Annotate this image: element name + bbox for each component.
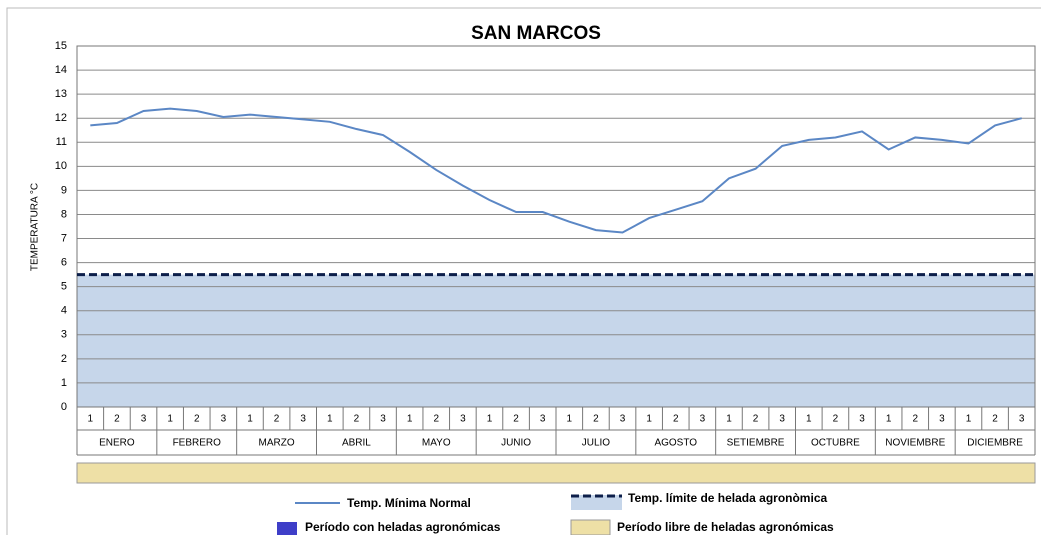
month-label: JULIO [582, 438, 611, 449]
month-label: OCTUBRE [811, 438, 860, 449]
y-axis-label: TEMPERATURA °C [30, 183, 41, 271]
x-tick-label: 1 [407, 414, 413, 425]
x-tick-label: 1 [726, 414, 732, 425]
month-label: AGOSTO [654, 438, 697, 449]
x-tick-label: 2 [354, 414, 360, 425]
x-tick-label: 2 [274, 414, 280, 425]
x-tick-label: 1 [327, 414, 333, 425]
y-tick-label: 13 [55, 88, 67, 100]
x-tick-label: 1 [966, 414, 972, 425]
x-tick-label: 1 [167, 414, 173, 425]
month-label: ENERO [99, 438, 135, 449]
x-tick-label: 2 [433, 414, 439, 425]
y-tick-label: 7 [61, 232, 67, 244]
month-label: ABRIL [342, 438, 371, 449]
legend-label: Período libre de heladas agronómicas [617, 520, 834, 534]
month-label: FEBRERO [173, 438, 222, 449]
legend-swatch [570, 519, 611, 535]
y-tick-label: 0 [61, 401, 67, 413]
x-tick-label: 3 [300, 414, 306, 425]
x-tick-label: 1 [886, 414, 892, 425]
x-tick-label: 3 [540, 414, 546, 425]
free-period-bar [76, 462, 1036, 484]
x-tick-label: 1 [487, 414, 493, 425]
y-tick-label: 15 [55, 40, 67, 52]
y-tick-label: 1 [61, 377, 67, 389]
chart-title: SAN MARCOS [471, 23, 601, 44]
x-tick-label: 1 [806, 414, 812, 425]
x-tick-label: 3 [380, 414, 386, 425]
x-tick-label: 3 [779, 414, 785, 425]
y-tick-label: 6 [61, 257, 67, 269]
x-tick-label: 3 [141, 414, 147, 425]
y-tick-label: 8 [61, 208, 67, 220]
legend-swatch [277, 522, 297, 535]
x-tick-label: 3 [460, 414, 466, 425]
legend-swatch [571, 495, 622, 510]
month-label: MARZO [259, 438, 295, 449]
y-tick-label: 12 [55, 112, 67, 124]
month-label: JUNIO [501, 438, 531, 449]
x-tick-label: 2 [513, 414, 519, 425]
y-tick-label: 14 [55, 64, 67, 76]
month-label: DICIEMBRE [967, 438, 1023, 449]
legend-label: Temp. Mínima Normal [347, 496, 471, 510]
x-tick-label: 3 [939, 414, 945, 425]
x-tick-label: 2 [673, 414, 679, 425]
x-tick-label: 2 [753, 414, 759, 425]
legend-label: Temp. límite de helada agronòmica [628, 491, 827, 505]
x-tick-label: 3 [700, 414, 706, 425]
y-tick-label: 3 [61, 329, 67, 341]
x-tick-label: 2 [992, 414, 998, 425]
x-tick-label: 3 [859, 414, 865, 425]
y-tick-label: 9 [61, 184, 67, 196]
x-tick-label: 1 [247, 414, 253, 425]
x-tick-label: 3 [620, 414, 626, 425]
x-tick-label: 1 [567, 414, 573, 425]
x-tick-label: 3 [221, 414, 227, 425]
month-label: NOVIEMBRE [885, 438, 945, 449]
month-label: SETIEMBRE [727, 438, 785, 449]
temp-line [90, 107, 1022, 234]
x-tick-label: 3 [1019, 414, 1025, 425]
y-tick-label: 10 [55, 160, 67, 172]
frost-area [77, 274, 1035, 407]
x-tick-label: 2 [194, 414, 200, 425]
x-tick-label: 2 [833, 414, 839, 425]
x-tick-label: 2 [912, 414, 918, 425]
legend-label: Período con heladas agronómicas [305, 520, 501, 534]
x-tick-label: 2 [114, 414, 120, 425]
y-tick-label: 4 [61, 305, 67, 317]
y-tick-label: 5 [61, 281, 67, 293]
chart-frame [6, 7, 1041, 535]
x-tick-label: 1 [88, 414, 94, 425]
y-tick-label: 11 [56, 136, 67, 148]
x-tick-label: 1 [646, 414, 652, 425]
month-label: MAYO [422, 438, 451, 449]
y-tick-label: 2 [61, 353, 67, 365]
x-tick-label: 2 [593, 414, 599, 425]
